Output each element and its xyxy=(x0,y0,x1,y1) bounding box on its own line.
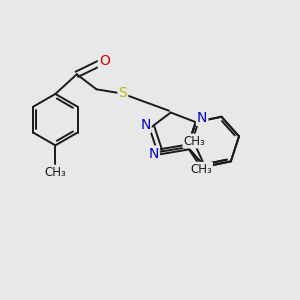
Text: N: N xyxy=(140,118,151,132)
Text: N: N xyxy=(148,147,159,160)
Text: S: S xyxy=(118,85,127,100)
Text: CH₃: CH₃ xyxy=(184,134,205,148)
Text: O: O xyxy=(99,54,110,68)
Text: CH₃: CH₃ xyxy=(190,163,212,176)
Text: N: N xyxy=(197,111,207,125)
Text: CH₃: CH₃ xyxy=(44,166,66,178)
